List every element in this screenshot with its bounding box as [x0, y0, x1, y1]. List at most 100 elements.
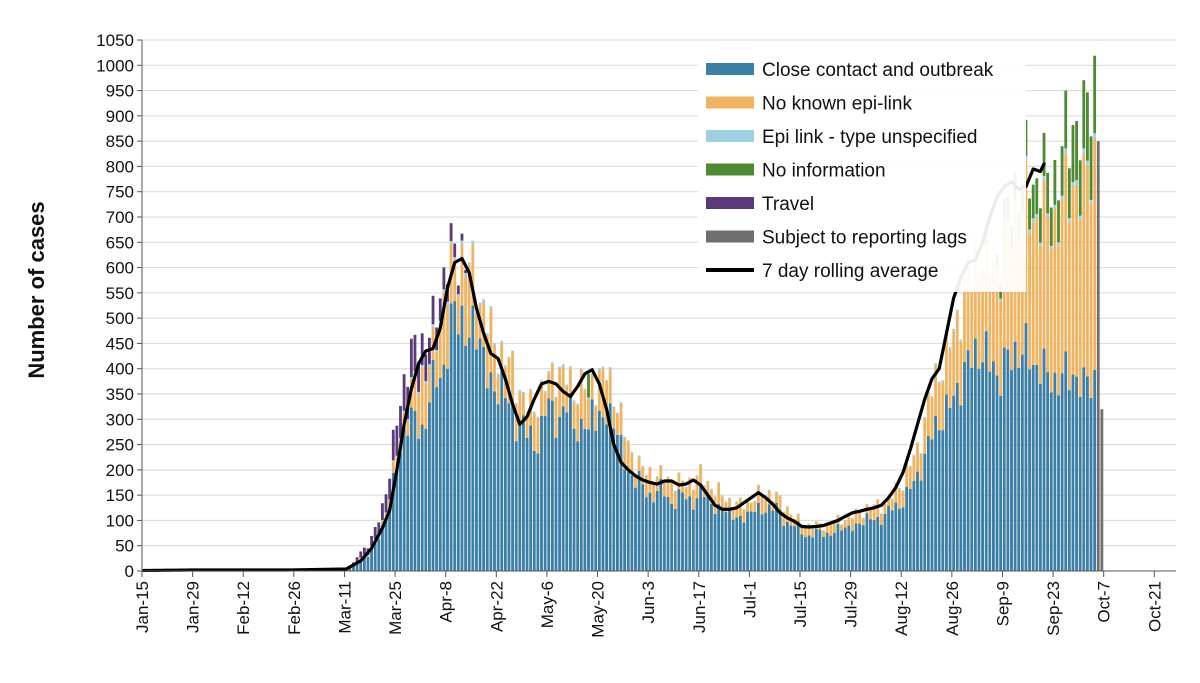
- day-bar: [659, 464, 663, 571]
- bar-segment-close-contact: [865, 513, 869, 571]
- bar-segment-epi-unspecified: [778, 495, 782, 496]
- bar-segment-no-known: [825, 522, 829, 533]
- day-bar: [590, 373, 594, 571]
- day-bar: [865, 503, 869, 571]
- day-bar: [1093, 55, 1097, 571]
- bar-segment-no-known: [930, 397, 934, 440]
- day-bar: [710, 488, 713, 571]
- bar-segment-no-known: [720, 496, 724, 511]
- bar-segment-epi-unspecified: [514, 403, 518, 405]
- bar-segment-no-known: [851, 518, 854, 532]
- bar-segment-close-contact: [529, 425, 533, 571]
- day-bar: [496, 373, 500, 571]
- bar-segment-epi-unspecified: [959, 339, 963, 342]
- bar-segment-no-known: [894, 483, 898, 503]
- bar-segment-epi-unspecified: [1053, 204, 1057, 209]
- bar-segment-epi-unspecified: [453, 257, 457, 261]
- bar-segment-close-contact: [825, 532, 829, 571]
- day-bar: [1035, 178, 1039, 571]
- x-tick-label: Jun-17: [690, 581, 709, 633]
- bar-segment-close-contact: [428, 402, 431, 571]
- bar-segment-close-contact: [898, 508, 901, 571]
- day-bar: [536, 416, 540, 571]
- bar-segment-close-contact: [467, 337, 471, 571]
- bar-segment-close-contact: [525, 437, 529, 571]
- day-bar: [424, 354, 428, 571]
- bar-segment-close-contact: [579, 419, 583, 571]
- bar-segment-epi-unspecified: [601, 366, 605, 369]
- bar-segment-epi-unspecified: [507, 356, 511, 359]
- bar-segment-epi-unspecified: [496, 373, 500, 376]
- day-bar: [955, 309, 959, 571]
- bar-segment-no-known: [648, 467, 652, 493]
- bar-segment-no-known: [988, 279, 992, 372]
- day-bar: [782, 511, 786, 571]
- day-bar: [952, 328, 956, 571]
- day-bar: [681, 480, 684, 571]
- day-bar: [594, 405, 598, 571]
- bar-segment-no-known: [916, 443, 919, 472]
- bar-segment-close-contact: [1024, 322, 1028, 571]
- bar-segment-epi-unspecified: [1093, 133, 1097, 139]
- day-bar: [858, 512, 862, 571]
- bar-segment-epi-unspecified: [673, 490, 677, 492]
- day-bar: [1089, 136, 1093, 571]
- day-bar: [746, 500, 749, 571]
- x-tick-label: May-6: [538, 581, 557, 628]
- bar-segment-epi-unspecified: [456, 294, 460, 298]
- x-tick-label: Apr-22: [487, 581, 506, 632]
- bar-segment-close-contact: [908, 488, 912, 571]
- day-bar: [431, 295, 435, 571]
- bar-segment-epi-unspecified: [1031, 218, 1035, 223]
- bar-segment-close-contact: [912, 480, 916, 571]
- bar-segment-no-known: [460, 243, 464, 306]
- bar-segment-no-known: [1078, 219, 1082, 397]
- day-bar: [417, 361, 420, 571]
- bar-segment-epi-unspecified: [590, 373, 594, 376]
- day-bar: [843, 520, 847, 571]
- bar-segment-epi-unspecified: [684, 486, 688, 488]
- bar-segment-close-contact: [789, 525, 793, 571]
- bar-segment-no-known: [869, 507, 872, 520]
- day-bar: [446, 283, 449, 571]
- day-bar: [1046, 172, 1050, 571]
- bar-segment-close-contact: [887, 505, 890, 571]
- bar-segment-close-contact: [760, 514, 764, 571]
- bar-segment-close-contact: [811, 537, 815, 571]
- bar-segment-no-known: [807, 524, 811, 536]
- bar-segment-travel: [431, 295, 435, 325]
- day-bar: [507, 356, 511, 571]
- bar-segment-no-information: [1060, 146, 1064, 196]
- bar-segment-no-known: [706, 481, 710, 494]
- bar-segment-close-contact: [634, 487, 637, 571]
- day-bar: [1086, 92, 1089, 571]
- y-tick-label: 50: [115, 537, 134, 556]
- bar-segment-close-contact: [1002, 347, 1006, 571]
- bar-segment-epi-unspecified: [811, 528, 815, 529]
- bar-segment-no-known: [1042, 180, 1046, 349]
- bar-segment-epi-unspecified: [500, 340, 504, 344]
- x-tick-label: Oct-7: [1095, 581, 1114, 623]
- bar-segment-epi-unspecified: [720, 495, 724, 497]
- bar-segment-close-contact: [399, 453, 402, 571]
- bar-segment-no-known: [569, 368, 572, 394]
- bar-segment-no-known: [822, 530, 825, 537]
- bar-segment-close-contact: [836, 524, 840, 571]
- bar-segment-travel: [442, 267, 446, 290]
- bar-segment-close-contact: [1060, 373, 1064, 571]
- bar-segment-epi-unspecified: [735, 501, 739, 503]
- bar-segment-epi-unspecified: [742, 509, 746, 510]
- day-bar: [583, 388, 587, 571]
- day-bar: [663, 482, 666, 571]
- bar-segment-epi-unspecified: [941, 380, 945, 383]
- bar-segment-epi-unspecified: [1039, 242, 1042, 247]
- bar-segment-close-contact: [464, 345, 467, 571]
- bar-segment-epi-unspecified: [785, 506, 789, 507]
- bar-segment-no-known: [532, 413, 536, 451]
- bar-segment-no-known: [652, 484, 655, 503]
- bar-segment-close-contact: [981, 362, 984, 571]
- bar-segment-close-contact: [554, 438, 558, 571]
- day-bar: [399, 405, 402, 571]
- bar-segment-no-known: [898, 488, 901, 509]
- bar-segment-no-known: [945, 332, 948, 395]
